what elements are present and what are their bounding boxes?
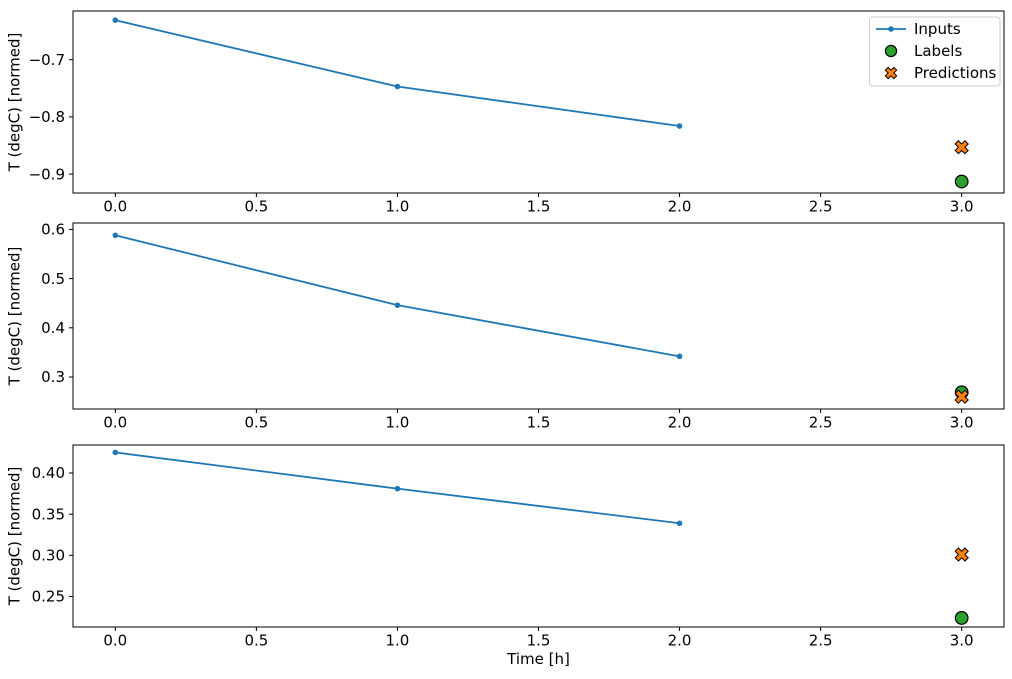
y-axis-label: T (degC) [normed] xyxy=(6,467,24,607)
axes-frame xyxy=(72,222,1005,410)
legend-item-label: Inputs xyxy=(914,20,961,38)
inputs-point-marker xyxy=(676,123,683,129)
x-tick-label: 1.0 xyxy=(386,632,410,650)
predictions-marker xyxy=(954,389,969,404)
x-tick-label: 0.0 xyxy=(103,632,127,650)
legend-inputs-dot-icon xyxy=(888,26,894,32)
x-tick-label: 3.0 xyxy=(950,198,974,216)
inputs-point-marker xyxy=(112,449,119,456)
x-tick-label: 2.5 xyxy=(809,632,833,650)
predictions-marker xyxy=(954,547,969,562)
x-tick-label: 2.0 xyxy=(668,198,692,216)
y-tick-label: −0.8 xyxy=(29,108,65,126)
x-tick-label: 0.5 xyxy=(244,414,268,432)
inputs-point-marker xyxy=(676,353,683,360)
y-tick-label: 0.25 xyxy=(32,588,65,606)
y-axis-label: T (degC) [normed] xyxy=(6,33,24,173)
x-tick-label: 0.5 xyxy=(244,632,268,650)
subplot-2: 0.0 0.5 1.0 1.5 2.0 2.5 3.0 0.3 0.4 0.5 0.6 T (degC… xyxy=(6,221,1005,432)
subplot-1: 0.0 0.5 1.0 1.5 2.0 2.5 3.0 −0.9 −0.8 −0.7 T (degC… xyxy=(6,10,1005,216)
subplot-3: 0.0 0.5 1.0 1.5 2.0 2.5 3.0 0.25 0.30 0.35 0.40 T (… xyxy=(6,444,1005,668)
legend-item-label: Predictions xyxy=(914,64,997,82)
x-tick-label: 1.0 xyxy=(386,414,410,432)
x-tick-label: 1.5 xyxy=(527,414,551,432)
legend-predictions-x-icon xyxy=(884,66,898,80)
y-tick-label: 0.35 xyxy=(32,505,65,523)
x-tick-label: 2.5 xyxy=(809,414,833,432)
inputs-point-marker xyxy=(112,232,119,239)
inputs-point-marker xyxy=(394,302,401,308)
x-tick-label: 2.0 xyxy=(668,632,692,650)
inputs-point-marker xyxy=(394,485,401,492)
x-tick-label: 0.5 xyxy=(244,198,268,216)
inputs-point-marker xyxy=(394,83,401,90)
legend-frame xyxy=(869,16,1001,87)
y-tick-label: −0.7 xyxy=(29,51,65,69)
x-axis-label: Time [h] xyxy=(506,650,570,668)
y-tick-label: 0.6 xyxy=(41,221,65,239)
inputs-line xyxy=(115,19,680,127)
x-tick-label: 2.0 xyxy=(668,414,692,432)
predictions-marker xyxy=(954,140,969,155)
axes-frame xyxy=(72,444,1005,628)
y-tick-label: 0.40 xyxy=(32,464,65,482)
x-tick-label: 1.0 xyxy=(386,198,410,216)
y-tick-label: 0.30 xyxy=(32,547,65,565)
x-tick-label: 1.5 xyxy=(527,198,551,216)
x-tick-label: 0.0 xyxy=(103,414,127,432)
inputs-line xyxy=(115,234,680,358)
x-tick-label: 0.0 xyxy=(103,198,127,216)
y-tick-label: 0.4 xyxy=(41,319,65,337)
x-tick-label: 1.5 xyxy=(527,632,551,650)
inputs-point-marker xyxy=(112,17,119,23)
labels-marker xyxy=(954,174,969,189)
x-tick-label: 2.5 xyxy=(809,198,833,216)
y-tick-label: 0.3 xyxy=(41,368,65,386)
y-axis-label: T (degC) [normed] xyxy=(6,247,24,387)
y-tick-label: −0.9 xyxy=(29,165,65,183)
x-tick-label: 3.0 xyxy=(950,632,974,650)
legend-item-label: Labels xyxy=(914,42,962,60)
labels-marker xyxy=(954,611,969,625)
x-tick-label: 3.0 xyxy=(950,414,974,432)
legend-labels-circle-icon xyxy=(884,44,898,58)
legend: Inputs Labels Predictions xyxy=(869,16,1001,87)
inputs-point-marker xyxy=(676,520,683,527)
y-tick-label: 0.5 xyxy=(41,270,65,288)
axes-frame xyxy=(72,10,1005,194)
